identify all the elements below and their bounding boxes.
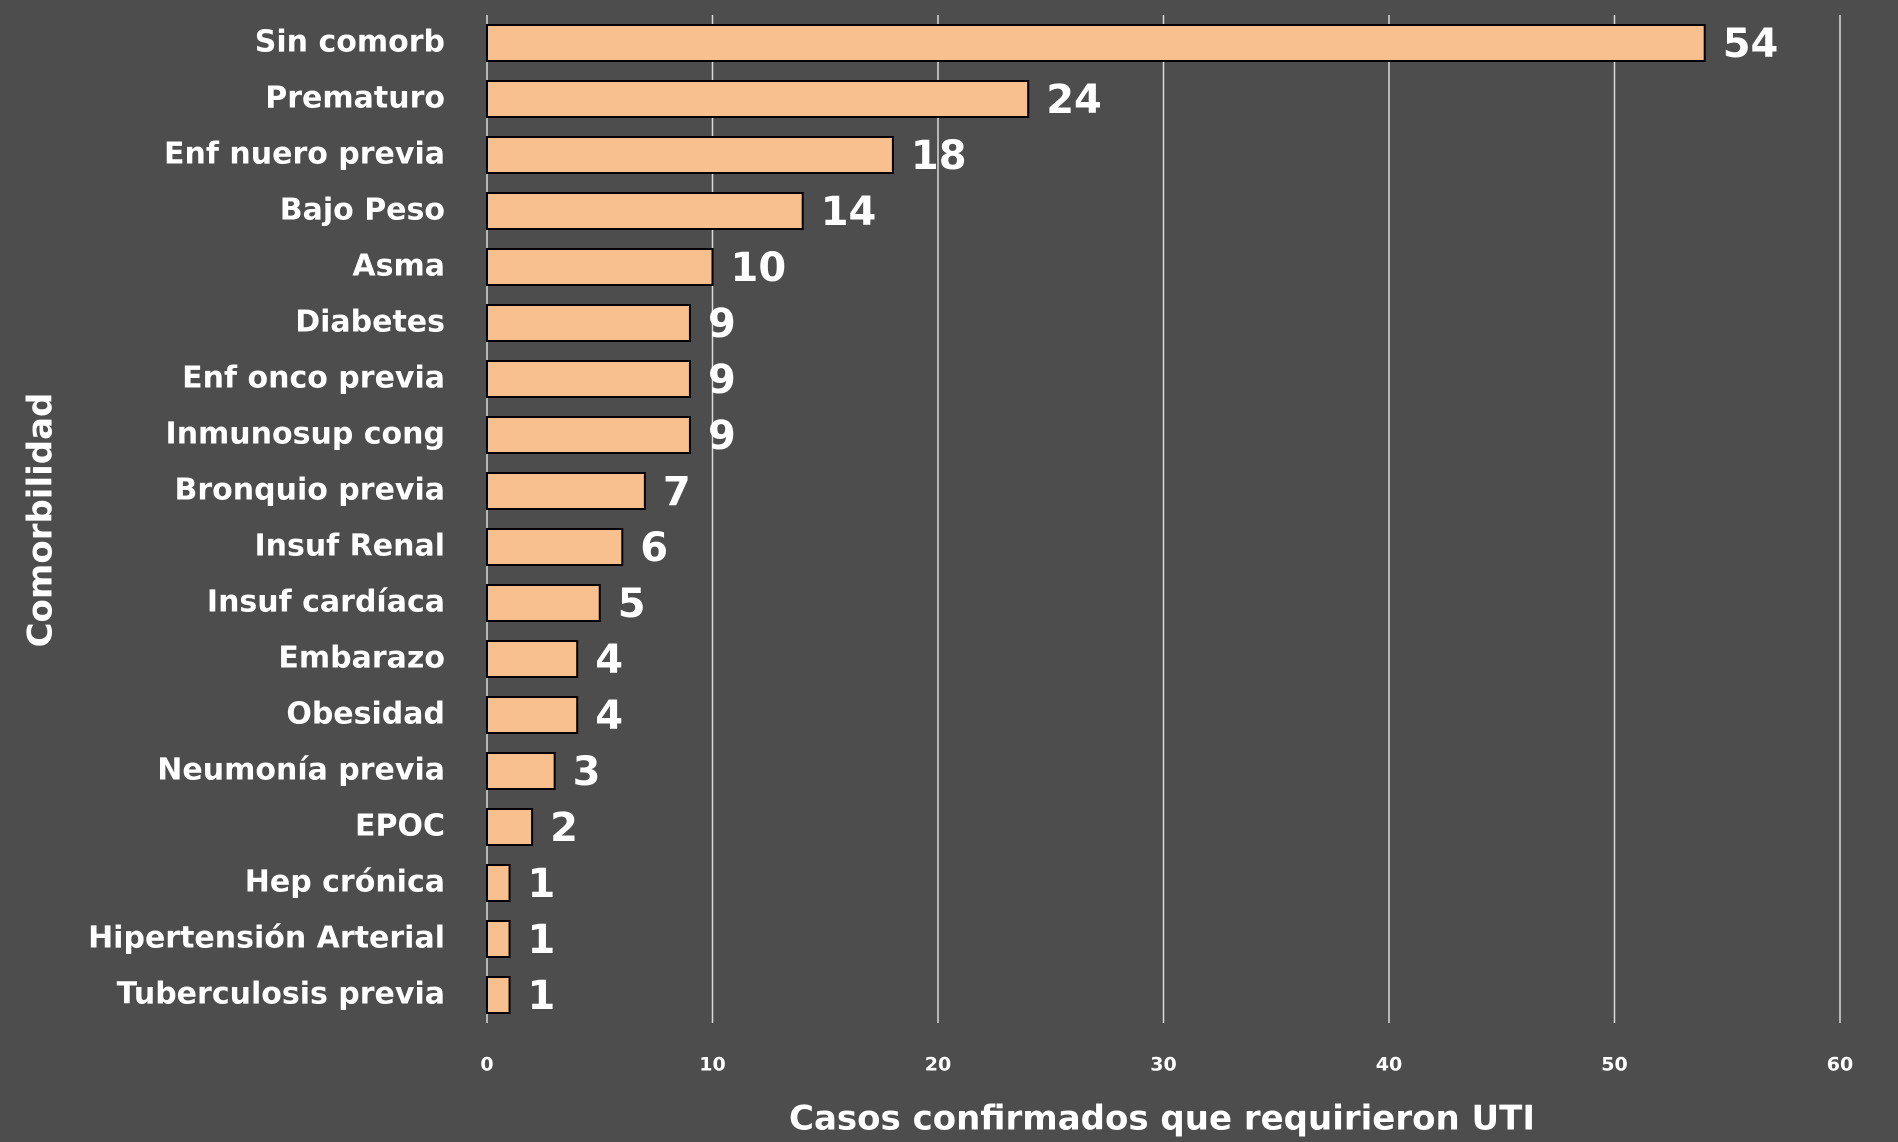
x-axis-title: Casos confirmados que requirieron UTI (789, 1099, 1535, 1139)
y-tick-label: Prematuro (265, 81, 445, 116)
y-tick-label: Insuf Renal (254, 529, 445, 564)
x-tick-label: 0 (480, 1054, 493, 1076)
value-label: 1 (528, 917, 556, 963)
y-tick-label: Asma (352, 249, 445, 284)
value-label: 7 (663, 469, 691, 515)
bar (486, 920, 511, 958)
value-label: 18 (911, 133, 967, 179)
y-tick-label: Enf onco previa (182, 361, 445, 396)
y-tick-label: Insuf cardíaca (207, 585, 445, 620)
bar (486, 472, 646, 510)
y-tick-label: Inmunosup cong (166, 417, 445, 452)
x-tick-label: 20 (925, 1054, 951, 1076)
value-label: 3 (573, 749, 601, 795)
bar (486, 360, 691, 398)
value-label: 24 (1046, 77, 1102, 123)
value-label: 9 (708, 357, 736, 403)
value-label: 6 (640, 525, 668, 571)
value-label: 54 (1723, 21, 1779, 67)
y-tick-label: EPOC (355, 809, 445, 844)
y-tick-label: Sin comorb (255, 25, 445, 60)
bar (486, 584, 601, 622)
value-label: 14 (821, 189, 877, 235)
y-axis-title: Comorbilidad (21, 393, 61, 648)
y-tick-label: Enf nuero previa (164, 137, 445, 172)
bar (486, 80, 1030, 118)
bar (486, 752, 556, 790)
value-label: 1 (528, 973, 556, 1019)
bar (486, 808, 534, 846)
value-label: 9 (708, 301, 736, 347)
bar (486, 416, 691, 454)
y-tick-label: Bajo Peso (280, 193, 445, 228)
bar (486, 864, 511, 902)
x-tick-label: 10 (699, 1054, 725, 1076)
value-label: 4 (595, 693, 623, 739)
x-tick-label: 50 (1601, 1054, 1627, 1076)
y-tick-label: Diabetes (295, 305, 445, 340)
y-tick-label: Hep crónica (245, 865, 445, 900)
y-tick-label: Tuberculosis previa (117, 977, 445, 1012)
bar (486, 528, 624, 566)
bar (486, 192, 804, 230)
value-label: 2 (550, 805, 578, 851)
value-label: 1 (528, 861, 556, 907)
y-tick-label: Embarazo (278, 641, 445, 676)
bar (486, 640, 579, 678)
y-tick-label: Neumonía previa (157, 753, 445, 788)
x-tick-label: 40 (1376, 1054, 1402, 1076)
bar (486, 24, 1706, 62)
y-tick-label: Hipertensión Arterial (88, 921, 445, 956)
bar (486, 248, 714, 286)
value-label: 4 (595, 637, 623, 683)
y-tick-label: Bronquio previa (175, 473, 446, 508)
bar (486, 976, 511, 1014)
bar (486, 696, 579, 734)
x-tick-label: 30 (1150, 1054, 1176, 1076)
bar (486, 136, 894, 174)
value-label: 10 (731, 245, 787, 291)
x-tick-label: 60 (1827, 1054, 1853, 1076)
value-label: 5 (618, 581, 646, 627)
bar (486, 304, 691, 342)
value-label: 9 (708, 413, 736, 459)
y-tick-label: Obesidad (286, 697, 445, 732)
